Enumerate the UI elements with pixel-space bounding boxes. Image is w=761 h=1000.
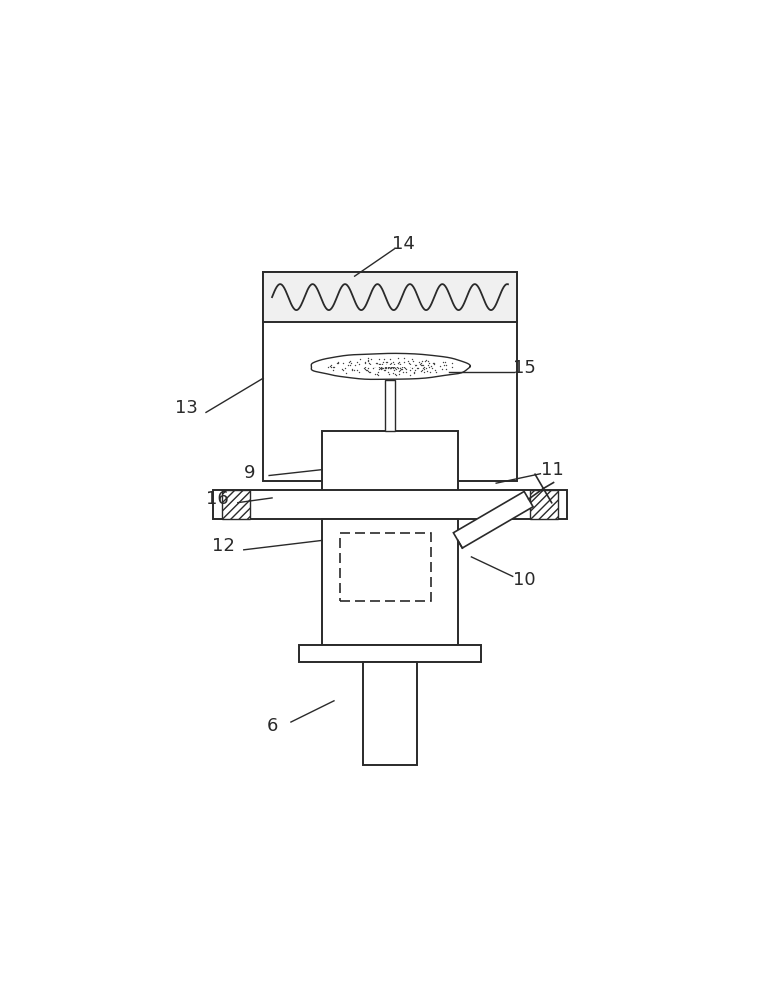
Bar xyxy=(298,645,482,662)
Bar xyxy=(222,490,250,519)
Polygon shape xyxy=(454,491,533,548)
Bar xyxy=(364,662,416,765)
Text: 13: 13 xyxy=(175,399,198,417)
Bar xyxy=(263,272,517,481)
Bar xyxy=(340,533,431,601)
Text: 15: 15 xyxy=(513,359,536,377)
Bar xyxy=(263,272,517,322)
Bar xyxy=(530,490,558,519)
Bar xyxy=(385,380,395,431)
Text: 14: 14 xyxy=(392,235,415,253)
Bar xyxy=(322,519,458,645)
Text: 12: 12 xyxy=(212,537,235,555)
Text: 16: 16 xyxy=(206,490,229,508)
Text: 11: 11 xyxy=(541,461,564,479)
Bar xyxy=(322,431,458,493)
Text: 10: 10 xyxy=(513,571,536,589)
Text: 9: 9 xyxy=(244,464,256,482)
Polygon shape xyxy=(311,353,470,379)
Bar xyxy=(213,490,567,519)
Text: 6: 6 xyxy=(266,717,278,735)
